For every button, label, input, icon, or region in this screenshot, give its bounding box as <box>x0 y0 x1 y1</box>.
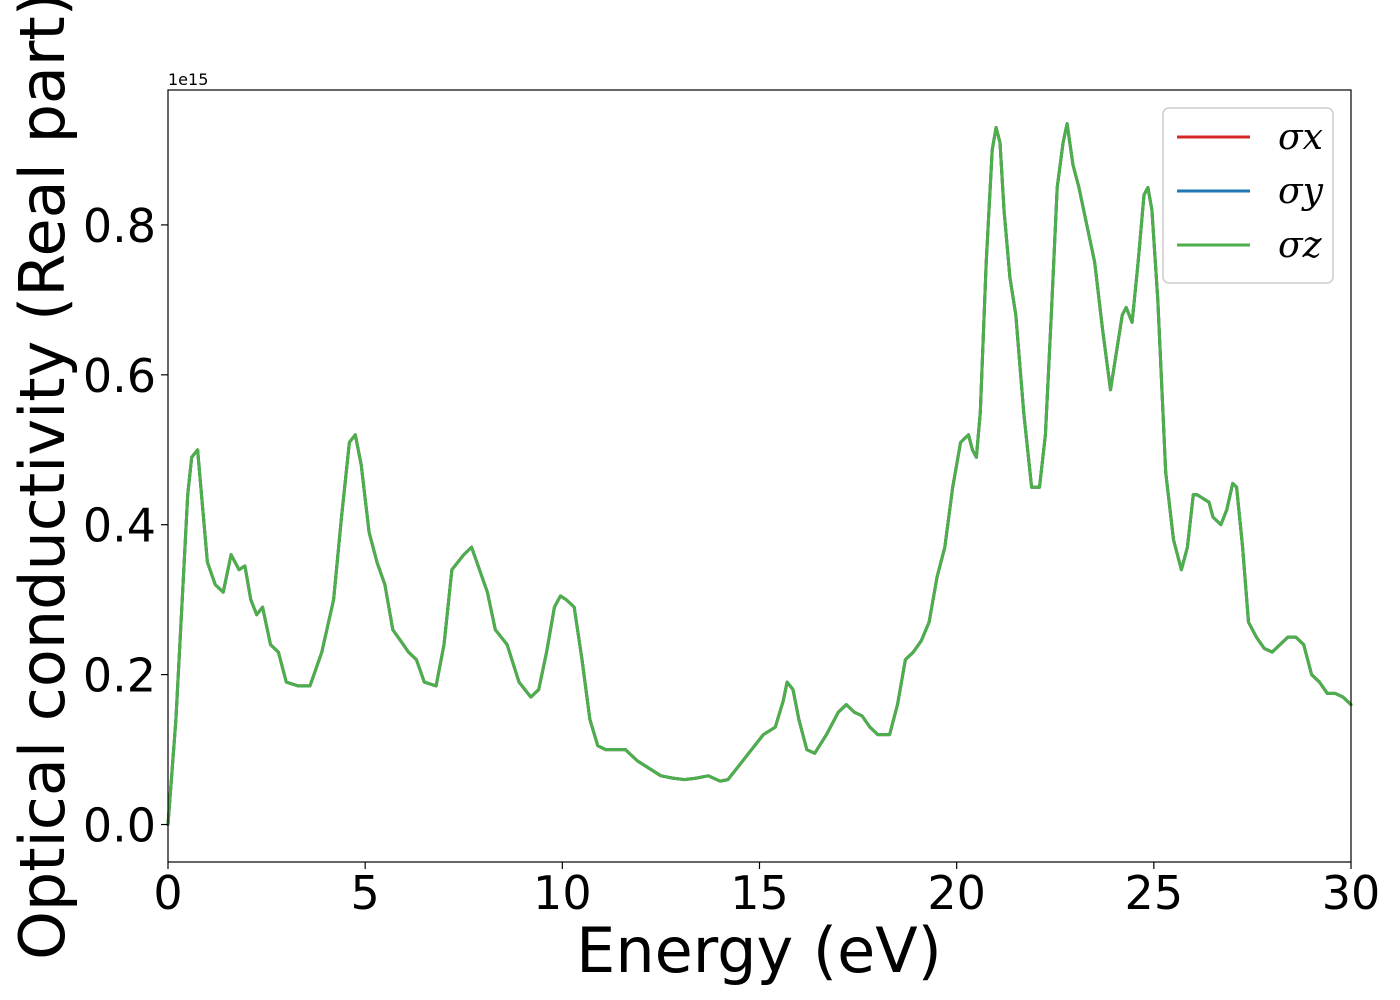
x-axis-title: Energy (eV) <box>576 914 942 987</box>
x-tick-label: 0 <box>153 866 182 920</box>
x-tick-label: 5 <box>351 866 380 920</box>
legend-box <box>1162 107 1334 284</box>
y-axis: 0.0 0.2 0.4 0.6 0.8 <box>83 199 168 853</box>
legend-label-3: σz <box>1278 225 1323 266</box>
legend-label-1: σx <box>1278 117 1323 158</box>
series-line-3 <box>166 122 1353 826</box>
series-layer <box>166 122 1353 826</box>
x-tick-label: 30 <box>1322 866 1381 920</box>
y-axis-title: Optical conductivity (Real part) <box>6 0 79 960</box>
x-tick-label: 20 <box>927 866 986 920</box>
legend: σx σy σz <box>1162 107 1334 284</box>
y-tick-label: 0.2 <box>83 649 156 703</box>
legend-label-2: σy <box>1278 171 1324 212</box>
x-axis: 0 5 10 15 20 25 30 <box>153 862 1380 920</box>
y-tick-label: 0.0 <box>83 799 156 853</box>
y-tick-label: 0.8 <box>83 199 156 253</box>
x-tick-label: 10 <box>533 866 592 920</box>
y-offset-label: 1e15 <box>168 70 208 89</box>
x-tick-label: 25 <box>1125 866 1184 920</box>
x-tick-label: 15 <box>730 866 789 920</box>
y-tick-label: 0.4 <box>83 499 156 553</box>
y-tick-label: 0.6 <box>83 349 156 403</box>
